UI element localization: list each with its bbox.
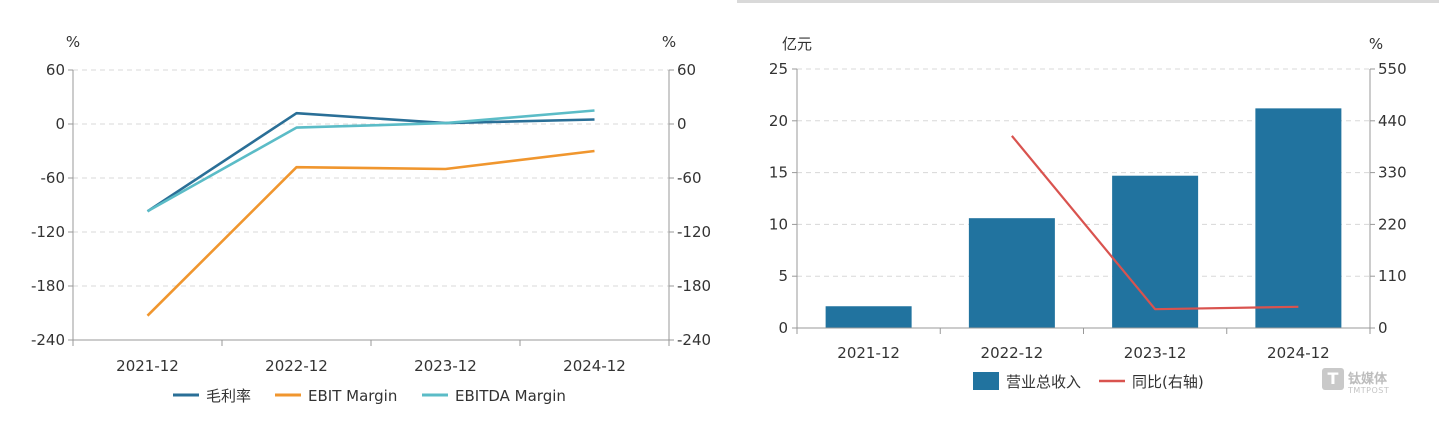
watermark-name: 钛媒体	[1348, 372, 1388, 387]
legend-swatch	[973, 372, 999, 390]
x-tick-label: 2022-12	[981, 344, 1044, 362]
left-tick-label: -60	[41, 169, 66, 187]
series-line	[146, 111, 595, 213]
left-tick-label: -120	[31, 223, 65, 241]
right-tick-label: -120	[677, 223, 711, 241]
x-tick-label: 2024-12	[1267, 344, 1330, 362]
legend-label: EBIT Margin	[308, 387, 397, 405]
left-tick-label: 20	[769, 112, 788, 130]
left-tick-label: 15	[769, 164, 788, 182]
bar	[1112, 175, 1199, 328]
legend-label: 同比(右轴)	[1132, 373, 1204, 391]
right-tick-label: 60	[677, 61, 696, 79]
right-tick-label: 330	[1378, 164, 1407, 182]
left-tick-label: 25	[769, 60, 788, 78]
right-tick-label: 110	[1378, 267, 1407, 285]
left-tick-label: 5	[778, 267, 788, 285]
series-line	[146, 149, 595, 317]
x-tick-label: 2023-12	[1124, 344, 1187, 362]
right-tick-label: 0	[677, 115, 687, 133]
right-unit-label: %	[662, 33, 676, 51]
bar	[968, 218, 1055, 328]
legend-label: 毛利率	[206, 387, 251, 405]
right-tick-label: 0	[1378, 319, 1388, 337]
left-unit-label: %	[66, 33, 80, 51]
x-tick-label: 2021-12	[116, 357, 179, 375]
left-tick-label: 0	[55, 115, 65, 133]
right-tick-label: 440	[1378, 112, 1407, 130]
left-tick-label: 10	[769, 215, 788, 233]
x-tick-label: 2021-12	[837, 344, 900, 362]
bar	[1255, 108, 1342, 328]
x-tick-label: 2022-12	[265, 357, 328, 375]
right-unit-label: %	[1369, 35, 1383, 53]
right-tick-label: -180	[677, 277, 711, 295]
legend-label: 营业总收入	[1006, 373, 1081, 391]
series-line	[1011, 135, 1299, 311]
tmtpost-watermark: T 钛媒体 TMTPOST	[1318, 364, 1410, 402]
series-line	[146, 109, 595, 213]
x-tick-label: 2023-12	[414, 357, 477, 375]
right-tick-label: -240	[677, 331, 711, 349]
right-tick-label: -60	[677, 169, 702, 187]
watermark-logo-icon: T	[1322, 368, 1344, 390]
left-chart: 60 0 -60 -120 -180 -240 60 0 -60 -120 -180 -240% % 20…	[31, 33, 711, 405]
right-tick-label: 220	[1378, 215, 1407, 233]
left-tick-label: 60	[46, 61, 65, 79]
left-tick-label: -240	[31, 331, 65, 349]
top-divider	[737, 0, 1439, 3]
right-chart: 25 20 15 10 5 0 550 440 330 220 110 0 亿元 % 2021-12 2022…	[769, 35, 1407, 391]
left-tick-label: -180	[31, 277, 65, 295]
x-tick-label: 2024-12	[563, 357, 626, 375]
legend-label: EBITDA Margin	[455, 387, 566, 405]
bar	[825, 306, 912, 328]
right-tick-label: 550	[1378, 60, 1407, 78]
left-tick-label: 0	[778, 319, 788, 337]
left-unit-label: 亿元	[782, 35, 812, 53]
watermark-name-en: TMTPOST	[1348, 386, 1390, 395]
